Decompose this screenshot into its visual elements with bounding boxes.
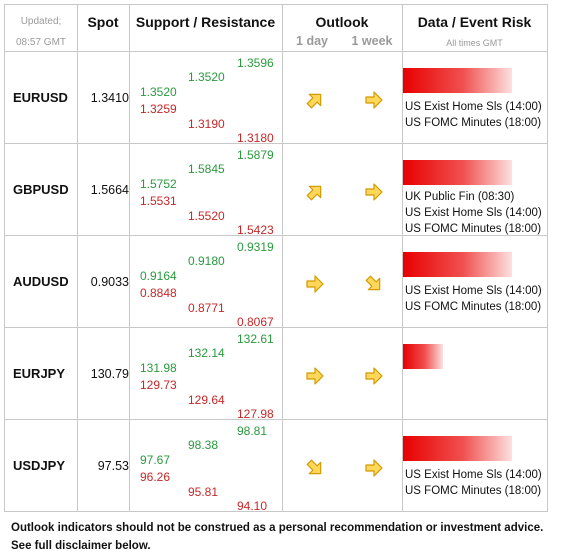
mid-resistance: 98.38 — [188, 438, 219, 452]
right-arrow-icon — [363, 457, 385, 479]
outlook-header: Outlook — [315, 14, 369, 30]
spot-price: 97.53 — [97, 459, 129, 473]
event-item: US FOMC Minutes (18:00) — [405, 301, 542, 313]
updated-time: 08:57 GMT — [15, 37, 67, 48]
grid-line — [5, 327, 547, 328]
data-event-risk-header: Data / Event Risk — [417, 14, 532, 30]
event-item: US FOMC Minutes (18:00) — [405, 485, 542, 497]
mid-resistance: 132.14 — [188, 346, 225, 360]
event-risk-bar — [403, 68, 512, 93]
down-right-arrow-icon — [363, 273, 385, 295]
event-risk-bar — [403, 344, 443, 369]
event-item: US FOMC Minutes (18:00) — [405, 223, 542, 235]
down-right-arrow-icon — [304, 457, 326, 479]
currency-row: GBPUSD 1.5664 1.5752 1.5531 1.5845 1.5520 1.58… — [5, 144, 547, 237]
far-support: 94.10 — [237, 499, 268, 513]
support-resistance-header: Support / Resistance — [135, 14, 276, 30]
near-resistance: 97.67 — [140, 453, 171, 467]
updated-label: Updated; — [20, 16, 62, 27]
mid-resistance: 0.9180 — [188, 254, 225, 268]
right-arrow-icon — [363, 181, 385, 203]
mid-resistance: 1.5845 — [188, 162, 225, 176]
right-arrow-icon — [363, 365, 385, 387]
up-right-arrow-icon — [304, 89, 326, 111]
spot-price: 130.79 — [90, 367, 129, 381]
disclaimer-line: Outlook indicators should not be constru… — [11, 522, 544, 534]
mid-support: 1.5520 — [188, 209, 225, 223]
near-support: 1.5531 — [140, 194, 177, 208]
event-item: US FOMC Minutes (18:00) — [405, 117, 542, 129]
event-item: US Exist Home Sls (14:00) — [405, 285, 542, 297]
spot-price: 0.9033 — [90, 275, 129, 289]
event-risk-bar — [403, 252, 512, 277]
pair-name: EURJPY — [13, 366, 66, 381]
grid-line — [282, 5, 283, 511]
spot-price: 1.3410 — [90, 91, 129, 105]
grid-line — [402, 5, 403, 511]
near-resistance: 131.98 — [140, 361, 177, 375]
grid-line — [5, 235, 547, 236]
event-risk-bar — [403, 160, 512, 185]
disclaimer-link-line: See full disclaimer below. — [11, 540, 151, 552]
event-item: US Exist Home Sls (14:00) — [405, 207, 542, 219]
outlook-1week-header: 1 week — [351, 34, 393, 48]
spot-price: 1.5664 — [90, 183, 129, 197]
currency-row: USDJPY 97.53 97.67 96.26 98.38 95.81 98.81 94.1… — [5, 420, 547, 513]
outlook-1day-header: 1 day — [296, 34, 328, 48]
near-support: 1.3259 — [140, 102, 177, 116]
currency-row: AUDUSD 0.9033 0.9164 0.8848 0.9180 0.8771 0.93… — [5, 236, 547, 329]
pair-name: EURUSD — [13, 90, 68, 105]
right-arrow-icon — [304, 365, 326, 387]
up-right-arrow-icon — [304, 181, 326, 203]
far-resistance: 98.81 — [237, 424, 268, 438]
event-item: US Exist Home Sls (14:00) — [405, 469, 542, 481]
right-arrow-icon — [363, 89, 385, 111]
spot-header: Spot — [87, 14, 119, 30]
far-resistance: 132.61 — [237, 332, 274, 346]
near-resistance: 0.9164 — [140, 269, 177, 283]
near-resistance: 1.3520 — [140, 85, 177, 99]
far-resistance: 0.9319 — [237, 240, 274, 254]
near-support: 129.73 — [140, 378, 177, 392]
mid-resistance: 1.3520 — [188, 70, 225, 84]
near-resistance: 1.5752 — [140, 177, 177, 191]
grid-line — [77, 5, 78, 511]
far-resistance: 1.3596 — [237, 56, 274, 70]
event-item: UK Public Fin (08:30) — [405, 191, 515, 203]
far-support: 127.98 — [237, 407, 274, 421]
mid-support: 0.8771 — [188, 301, 225, 315]
far-support: 1.5423 — [237, 223, 274, 237]
currency-row: EURUSD 1.3410 1.3520 1.3259 1.3520 1.3190 1.35… — [5, 52, 547, 145]
mid-support: 95.81 — [188, 485, 219, 499]
mid-support: 1.3190 — [188, 117, 225, 131]
near-support: 0.8848 — [140, 286, 177, 300]
far-resistance: 1.5879 — [237, 148, 274, 162]
grid-line — [5, 419, 547, 420]
right-arrow-icon — [304, 273, 326, 295]
grid-line — [5, 51, 547, 52]
event-risk-bar — [403, 436, 512, 461]
event-item: US Exist Home Sls (14:00) — [405, 101, 542, 113]
all-times-note: All times GMT — [446, 38, 503, 48]
disclaimer: Outlook indicators should not be constru… — [11, 519, 543, 555]
grid-line — [5, 143, 547, 144]
near-support: 96.26 — [140, 470, 171, 484]
pair-name: AUDUSD — [13, 274, 69, 289]
pair-name: USDJPY — [13, 458, 66, 473]
far-support: 0.8067 — [237, 315, 274, 329]
mid-support: 129.64 — [188, 393, 225, 407]
grid-line — [129, 5, 130, 511]
forex-table: Updated; 08:57 GMT Spot Support / Resist… — [4, 4, 548, 513]
pair-name: GBPUSD — [13, 182, 69, 197]
currency-row: EURJPY 130.79 131.98 129.73 132.14 129.64 132.… — [5, 328, 547, 421]
far-support: 1.3180 — [237, 131, 274, 145]
